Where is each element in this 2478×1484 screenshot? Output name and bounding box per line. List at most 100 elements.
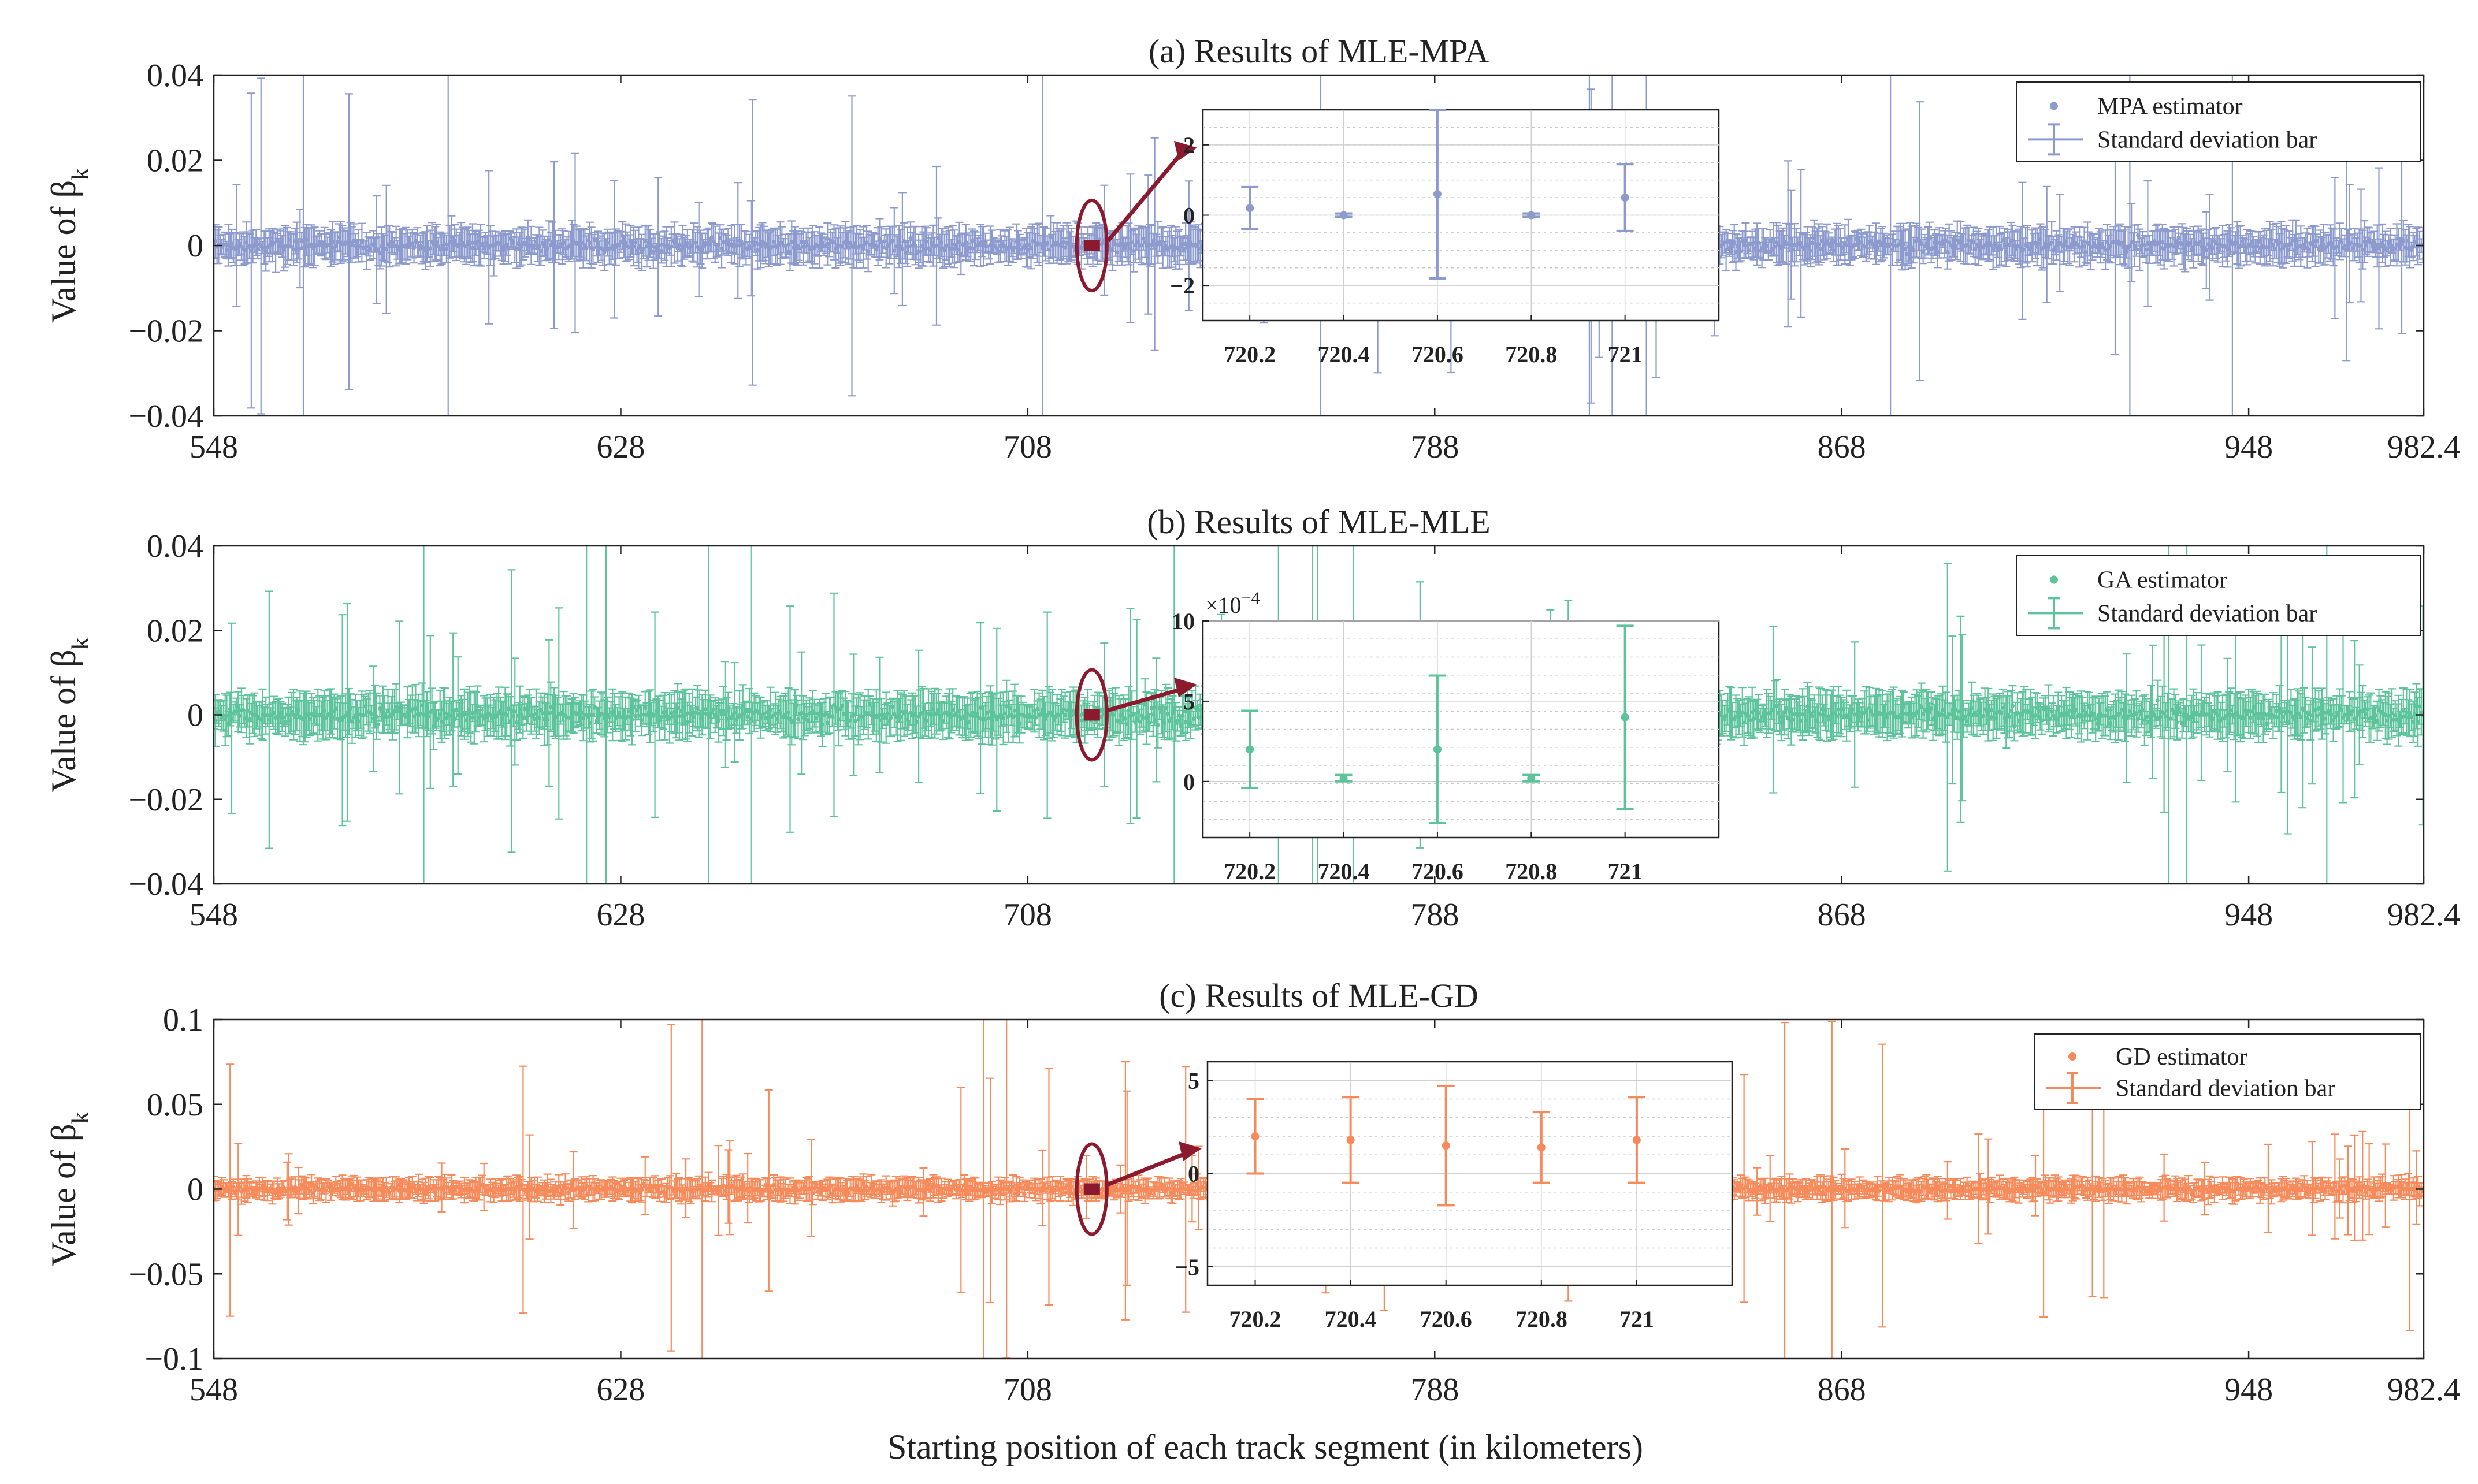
data-point [726,708,730,713]
data-point [254,240,258,245]
data-point [2083,250,2088,255]
data-point [1993,241,1997,246]
data-point [474,710,478,715]
data-point [604,709,608,713]
data-point [361,713,366,718]
data-point [501,247,506,252]
data-point [1818,247,1823,251]
data-point [939,713,943,718]
data-point [359,240,364,244]
data-point [365,248,369,253]
data-point [627,245,631,250]
data-point [430,709,434,713]
data-point [1745,243,1749,248]
data-point [2368,240,2373,245]
data-point [412,246,417,250]
data-point [669,244,674,249]
data-point [2037,241,2041,246]
data-point [459,237,463,242]
data-point [2404,246,2409,251]
data-point [723,712,727,717]
data-point [2286,248,2290,252]
data-point [511,241,515,246]
data-point [1786,241,1790,246]
data-point [711,239,716,244]
data-point [1890,247,1894,252]
data-point [1960,240,1964,245]
data-point [548,705,553,709]
y-axis-label: Value of βk [44,168,94,323]
data-point [397,705,402,710]
data-point [2245,245,2249,250]
data-point [233,247,237,251]
legend-label: MPA estimator [2097,93,2243,120]
data-point [1121,242,1126,247]
data-point [757,711,761,715]
data-point [786,710,791,715]
data-point [968,246,973,250]
data-point [526,235,530,239]
data-point [272,711,276,715]
data-point [920,244,924,248]
data-point [2133,244,2137,248]
data-point [958,252,963,256]
data-point [1060,244,1064,249]
data-point [2191,245,2195,250]
data-point [765,242,770,247]
data-point [329,246,333,251]
data-point [789,240,794,244]
data-point [708,242,712,247]
data-point [941,719,945,723]
data-point [2119,241,2124,245]
data-point [1006,246,1010,250]
data-point [337,235,341,240]
data-point [1968,245,1972,249]
data-point [638,244,642,248]
data-point [2127,244,2132,248]
data-point [1183,720,1188,724]
data-point [2004,250,2008,254]
data-point [759,244,763,248]
data-point [2364,243,2368,248]
data-point [2288,241,2293,246]
data-point [415,240,419,245]
data-point [1852,243,1857,247]
data-point [1816,242,1821,247]
data-point [2137,247,2142,252]
data-point [1157,706,1162,711]
data-point [537,716,541,720]
data-point [695,706,700,711]
data-point [707,238,711,243]
data-point [1994,245,1998,249]
data-point [1061,240,1066,244]
data-point [2306,247,2311,252]
data-point [272,241,276,246]
data-point [1110,248,1114,253]
data-point [277,244,281,248]
data-point [803,244,807,249]
data-point [423,248,428,253]
data-point [1008,242,1012,247]
data-point [234,704,239,709]
data-point [733,710,737,715]
data-point [280,244,284,249]
data-point [1810,241,1815,246]
data-point [1774,240,1779,245]
data-point [643,239,648,243]
data-point [2090,244,2095,249]
data-point [2385,246,2390,251]
data-point [2108,244,2113,248]
data-point [452,717,457,721]
data-point [545,717,550,722]
y-tick-label: 0.04 [147,58,203,94]
data-point [913,243,917,248]
data-point [444,247,449,251]
data-point [506,246,511,251]
data-point [518,247,522,252]
data-point [466,712,470,717]
data-point [866,249,871,254]
data-point [1079,246,1084,250]
data-point [1112,712,1116,717]
data-point [716,242,720,247]
data-point [793,711,797,716]
